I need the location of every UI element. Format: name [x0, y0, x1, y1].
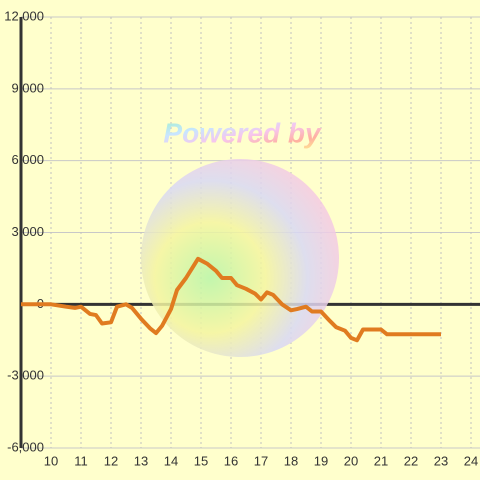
- x-tick-label: 15: [194, 453, 208, 468]
- x-tick-label: 11: [74, 453, 88, 468]
- x-tick-label: 20: [344, 453, 358, 468]
- x-tick-label: 19: [314, 453, 328, 468]
- y-tick-label: 6,000: [11, 152, 44, 167]
- y-tick-label: -6,000: [7, 439, 44, 454]
- x-tick-label: 16: [224, 453, 238, 468]
- watermark-logo: [141, 159, 339, 357]
- x-tick-label: 10: [44, 453, 58, 468]
- y-tick-label: 3,000: [11, 224, 44, 239]
- y-tick-label: 12,000: [4, 8, 44, 23]
- x-tick-label: 13: [134, 453, 148, 468]
- x-tick-label: 22: [404, 453, 418, 468]
- x-tick-label: 17: [254, 453, 268, 468]
- x-tick-label: 18: [284, 453, 298, 468]
- y-tick-label: -3,000: [7, 368, 44, 383]
- x-tick-label: 23: [434, 453, 448, 468]
- x-tick-label: 21: [374, 453, 388, 468]
- x-tick-label: 12: [104, 453, 118, 468]
- data-line: [21, 256, 441, 343]
- y-tick-label: 9,000: [11, 80, 44, 95]
- x-tick-label: 14: [164, 453, 178, 468]
- x-tick-label: 24: [464, 453, 478, 468]
- watermark: Powered by: [163, 117, 322, 148]
